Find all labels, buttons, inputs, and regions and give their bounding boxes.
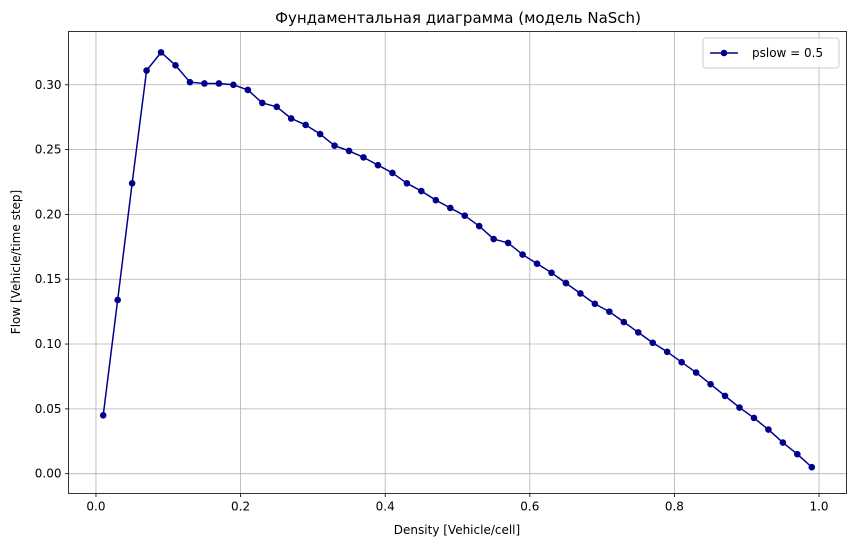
data-point [475, 222, 483, 230]
chart-title: Фундаментальная диаграмма (модель NaSch) [275, 9, 641, 27]
data-point [519, 251, 526, 258]
data-point [403, 180, 411, 187]
data-point [765, 426, 772, 433]
y-tick-label: 0.00 [35, 467, 62, 481]
data-point [692, 369, 700, 376]
data-point [157, 49, 165, 56]
plot-frame [68, 31, 847, 494]
x-tick-label: 0.4 [376, 500, 395, 514]
data-point [461, 212, 469, 219]
y-axis-label: Flow [Vehicle/time step] [9, 190, 23, 334]
data-point [345, 147, 353, 155]
y-tick-label: 0.30 [35, 78, 62, 92]
x-tick-label: 0.8 [665, 500, 684, 514]
data-point [230, 81, 237, 89]
data-point [490, 235, 497, 243]
x-tick-label: 0.0 [86, 500, 105, 514]
y-tick-label: 0.20 [35, 207, 62, 221]
data-point [316, 130, 324, 138]
grid [68, 31, 847, 494]
y-tick-label: 0.10 [35, 337, 62, 351]
y-tick-label: 0.15 [35, 272, 62, 286]
data-point [548, 269, 555, 277]
x-axis-label: Density [Vehicle/cell] [394, 523, 520, 537]
data-point [620, 318, 628, 326]
data-point [374, 161, 382, 169]
data-point [750, 414, 758, 422]
data-point [794, 450, 801, 458]
data-point [721, 392, 729, 400]
data-point [634, 329, 642, 336]
data-point [186, 78, 194, 86]
x-tick-label: 0.6 [520, 500, 539, 514]
y-tick-label: 0.05 [35, 402, 62, 416]
data-point [591, 300, 599, 308]
data-point [287, 115, 295, 122]
series-layer [99, 49, 816, 471]
data-point [172, 62, 179, 69]
data-point [258, 99, 266, 107]
data-point [779, 439, 787, 446]
data-point [606, 308, 613, 315]
x-tick-label: 0.2 [231, 500, 250, 514]
data-point [577, 290, 584, 297]
data-point [244, 86, 252, 94]
data-point [678, 358, 685, 366]
data-point [649, 339, 657, 347]
data-point [331, 142, 338, 149]
data-point [273, 103, 281, 111]
data-point [418, 187, 425, 195]
data-point [808, 463, 816, 471]
data-point [446, 204, 454, 212]
y-tick-label: 0.25 [35, 143, 62, 157]
data-point [215, 80, 223, 87]
legend-marker-swatch [720, 49, 728, 57]
data-point [99, 412, 107, 419]
data-point [389, 169, 396, 177]
data-point [201, 80, 208, 87]
data-point [432, 196, 440, 204]
data-point [533, 260, 541, 267]
data-point [736, 404, 743, 411]
x-tick-label: 1.0 [809, 500, 828, 514]
data-point [663, 348, 671, 356]
data-point [143, 67, 150, 74]
data-point [128, 180, 136, 187]
legend-box [702, 37, 840, 69]
data-point [504, 239, 512, 247]
legend-label: pslow = 0.5 [752, 46, 823, 60]
data-point [302, 121, 309, 129]
data-point [562, 279, 570, 287]
data-point [114, 296, 121, 304]
legend: pslow = 0.5 [702, 37, 840, 69]
data-point [707, 380, 714, 388]
ticks: 0.0 0.2 0.4 0.6 0.8 1.0 0.00 0.05 0.10 0.15 0.20 0.… [35, 78, 829, 514]
data-point [360, 154, 367, 161]
